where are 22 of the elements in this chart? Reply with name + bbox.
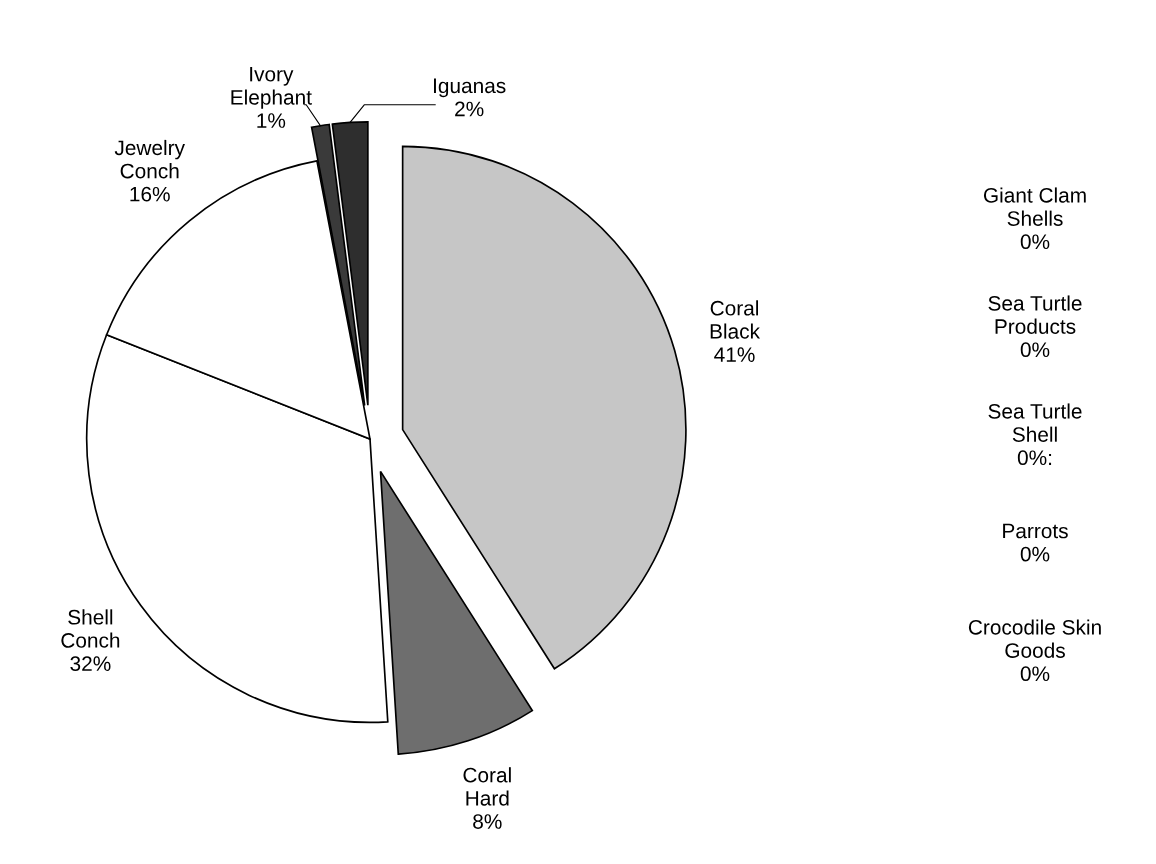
slice-label: Ivory Elephant [231,67,312,109]
category-label: Sea Turtle Shell [988,403,1082,442]
slice-label: Coral Black [710,300,761,339]
data-label: 2% [455,101,484,117]
text: 0% [1020,342,1050,358]
category-label: Giant Clam Shells [983,187,1086,226]
data-label: 41% [714,347,755,362]
slice-label: Shell Conch [61,609,120,648]
slice-label: Jewelry Conch [114,139,185,179]
slice-label: Coral Hard [463,767,511,806]
category-label: Crocodile Skin Goods [968,619,1101,658]
data-label: 16% [130,186,170,202]
data-label: 1% [257,113,286,128]
text: 0% [1020,666,1050,682]
data-label: 8% [473,814,502,829]
category-label: Parrots [1003,523,1068,539]
text: 0% [1020,234,1050,250]
slice-label: Iguanas [434,78,506,98]
category-label: Sea Turtle Products [988,295,1082,334]
data-label: 32% [70,656,111,672]
text: 0%: [1017,450,1052,466]
text: 0% [1020,546,1050,562]
